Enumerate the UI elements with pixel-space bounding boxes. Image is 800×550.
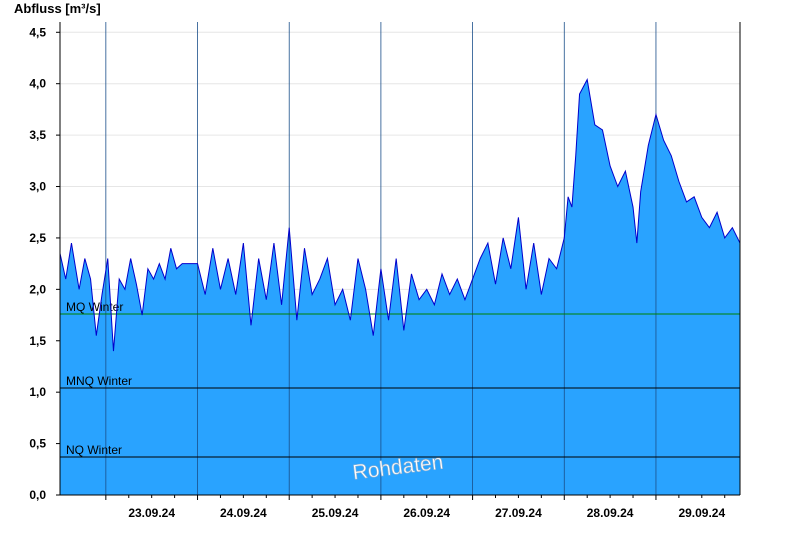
chart-title: Abfluss [m³/s] [14, 1, 101, 16]
y-tick-label-6: 3,0 [29, 180, 46, 194]
y-tick-label-1: 0,5 [29, 437, 46, 451]
x-ticks: 23.09.24 24.09.24 25.09.24 26.09.24 27.09.24… [105, 495, 725, 520]
x-tick-label-5: 28.09.24 [587, 506, 634, 520]
y-tick-label-5: 2,5 [29, 231, 46, 245]
reference-line-label-0: MQ Winter [66, 300, 123, 314]
y-tick-label-7: 3,5 [29, 128, 46, 142]
x-tick-label-2: 25.09.24 [312, 506, 359, 520]
y-tick-label-4: 2,0 [29, 282, 46, 296]
reference-line-label-1: MNQ Winter [66, 374, 132, 388]
y-tick-label-3: 1,5 [29, 334, 46, 348]
y-tick-label-8: 4,0 [29, 77, 46, 91]
x-tick-label-0: 23.09.24 [128, 506, 175, 520]
x-tick-label-6: 29.09.24 [678, 506, 725, 520]
y-ticks: 0,0 0,5 1,0 1,5 2,0 2,5 3,0 3,5 4,0 4,5 [29, 25, 60, 502]
reference-line-label-2: NQ Winter [66, 443, 122, 457]
discharge-line [59, 78, 741, 352]
x-tick-label-3: 26.09.24 [403, 506, 450, 520]
y-tick-label-0: 0,0 [29, 488, 46, 502]
reference-lines: MQ Winter MNQ Winter NQ Winter [60, 300, 740, 458]
day-gridlines [105, 22, 657, 495]
x-tick-label-4: 27.09.24 [495, 506, 542, 520]
y-tick-label-9: 4,5 [29, 25, 46, 39]
y-tick-label-2: 1,0 [29, 385, 46, 399]
discharge-area [60, 79, 740, 495]
x-tick-label-1: 24.09.24 [220, 506, 267, 520]
